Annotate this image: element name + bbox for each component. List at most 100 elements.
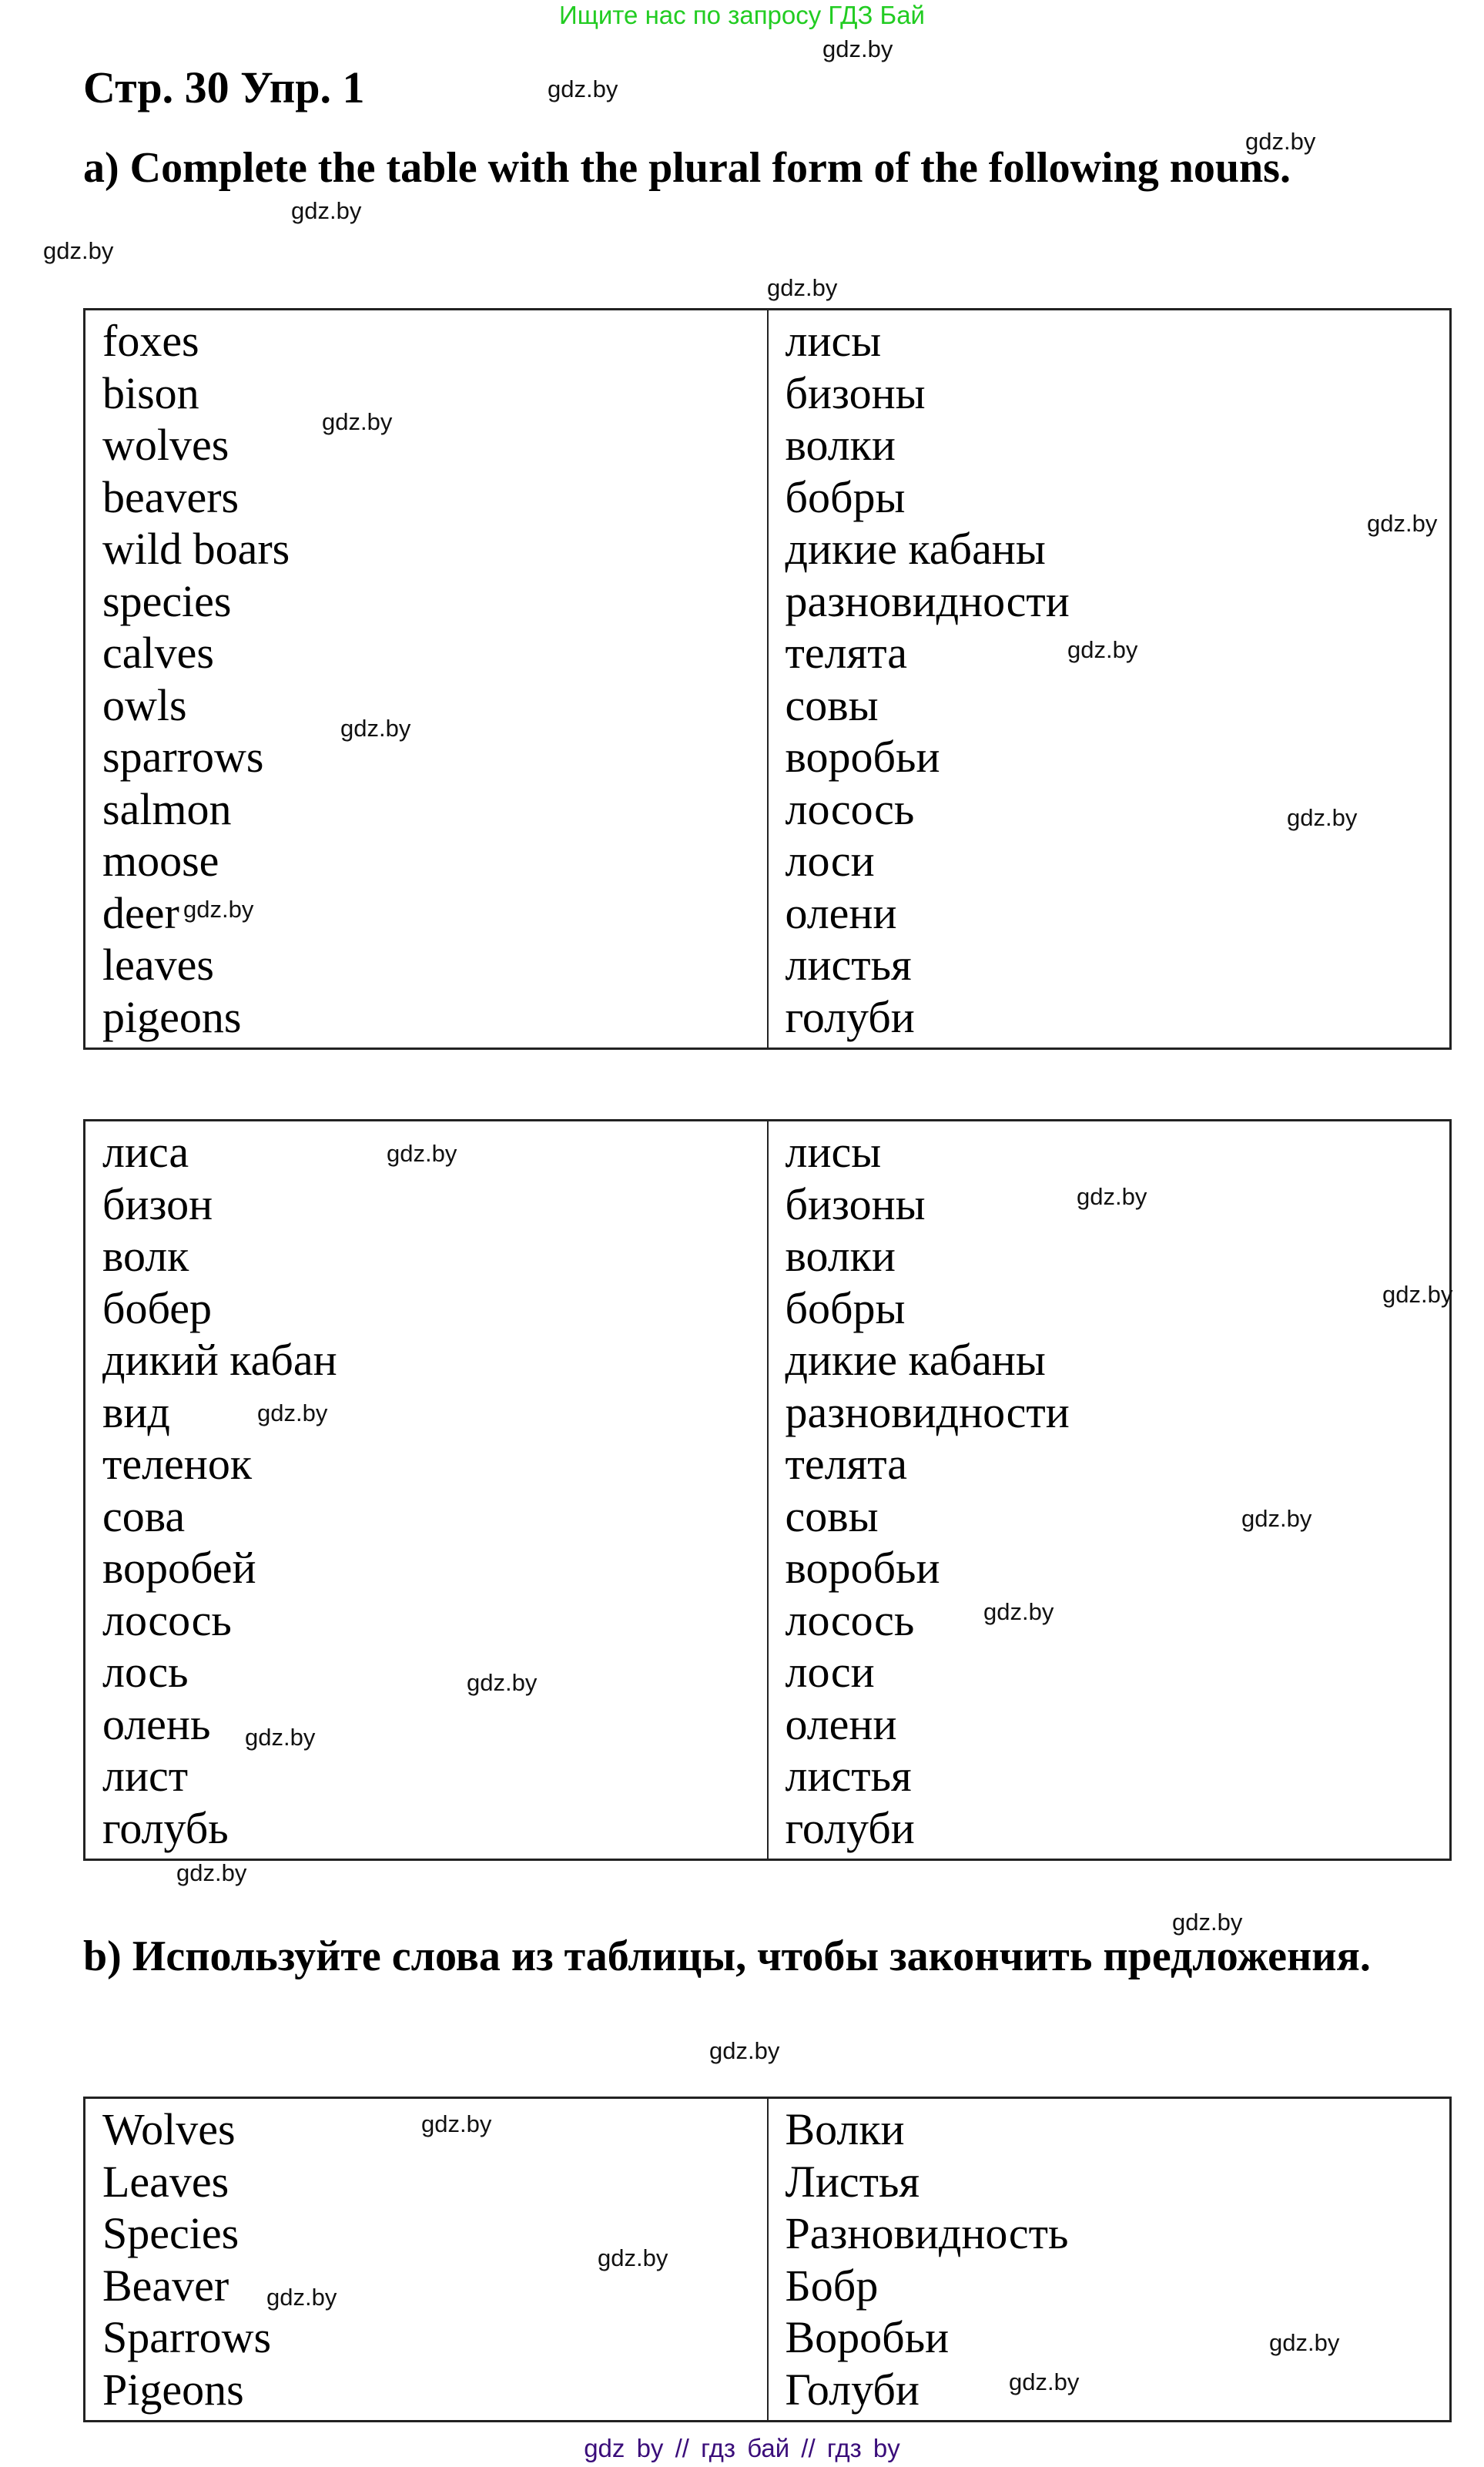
table-cell-word: бизоны xyxy=(785,367,926,418)
table-cell-word: разновидности xyxy=(785,1386,1070,1437)
table-singular-plural-ru: лиса бизон волк бобер дикий кабан вид теленок с… xyxy=(83,1119,1452,1861)
table2-right-column: лисы бизоны волки бобры дикие кабаны разновид… xyxy=(766,1119,1452,1861)
table-cell-word: лисы xyxy=(785,1127,882,1177)
table-cell-word: лоси xyxy=(785,1647,875,1697)
table-cell-word: бобры xyxy=(785,471,906,522)
watermark: gdz.by xyxy=(291,197,362,224)
watermark: gdz.by xyxy=(983,1598,1054,1625)
table-cell-word: deer xyxy=(102,887,179,938)
table-cell-word: бобер xyxy=(102,1282,212,1333)
table-cell-word: owls xyxy=(102,679,187,730)
table-cell-word: воробьи xyxy=(785,1543,940,1593)
table-cell-word: воробей xyxy=(102,1543,256,1593)
table-cell-word: разновидности xyxy=(785,575,1070,626)
watermark: gdz.by xyxy=(467,1669,538,1696)
watermark: gdz.by xyxy=(43,237,114,264)
table-cell-word: Разновидность xyxy=(785,2208,1069,2258)
heading-b: b) Используйте слова из таблицы, чтобы з… xyxy=(83,1932,1371,1980)
table-cell-word: beavers xyxy=(102,471,240,522)
watermark: gdz.by xyxy=(1009,2368,1080,2395)
table-cell-word: pigeons xyxy=(102,991,242,1042)
table-cell-word: Волки xyxy=(785,2104,905,2154)
table-cell-word: волки xyxy=(785,1231,896,1281)
table-cell-word: дикий кабан xyxy=(102,1335,337,1385)
table-cell-word: дикие кабаны xyxy=(785,1335,1046,1385)
watermark: gdz.by xyxy=(1241,1505,1312,1532)
table-cell-word: лосось xyxy=(102,1594,232,1645)
table-cell-word: телята xyxy=(785,628,908,678)
search-banner[interactable]: Ищите нас по запросу ГДЗ Бай xyxy=(559,1,925,29)
table-cell-word: wolves xyxy=(102,420,229,470)
table-cell-word: Leaves xyxy=(102,2156,229,2207)
table-cell-word: воробьи xyxy=(785,732,940,782)
table-cell-word: лосось xyxy=(785,1594,915,1645)
table2-left-column: лиса бизон волк бобер дикий кабан вид теленок с… xyxy=(83,1119,769,1861)
table-cell-word: олени xyxy=(785,1698,897,1749)
watermark: gdz.by xyxy=(1367,510,1438,537)
watermark: gdz.by xyxy=(1269,2329,1340,2356)
heading-a: a) Complete the table with the plural fo… xyxy=(83,144,1291,192)
table3-left-column: Wolves Leaves Species Beaver Sparrows Pigeons xyxy=(83,2097,769,2422)
table-cell-word: волки xyxy=(785,420,896,470)
table-cell-word: salmon xyxy=(102,783,232,834)
watermark: gdz.by xyxy=(1382,1281,1453,1308)
watermark: gdz.by xyxy=(1245,128,1316,155)
table-cell-word: голуби xyxy=(785,991,915,1042)
watermark: gdz.by xyxy=(598,2244,668,2271)
page-title: Стр. 30 Упр. 1 xyxy=(83,62,365,112)
table-cell-word: Wolves xyxy=(102,2104,236,2154)
table-cell-word: олени xyxy=(785,887,897,938)
watermark: gdz.by xyxy=(421,2110,492,2137)
table-cell-word: олень xyxy=(102,1698,211,1749)
table-cell-word: лоси xyxy=(785,836,875,886)
table-cell-word: species xyxy=(102,575,232,626)
table1-left-column: foxes bison wolves beavers wild boars species… xyxy=(83,308,769,1050)
table1-right-column: лисы бизоны волки бобры дикие кабаны разновид… xyxy=(766,308,1452,1050)
table-cell-word: лось xyxy=(102,1647,189,1697)
watermark: gdz.by xyxy=(266,2284,337,2311)
table-cell-word: leaves xyxy=(102,940,214,990)
table-cell-word: совы xyxy=(785,1490,879,1541)
table-cell-word: лист xyxy=(102,1751,189,1801)
table-cell-word: бизоны xyxy=(785,1178,926,1229)
table-cell-word: телята xyxy=(785,1439,908,1489)
table-cell-word: Листья xyxy=(785,2156,920,2207)
watermark: gdz.by xyxy=(1077,1183,1147,1210)
table-plural-en-ru: foxes bison wolves beavers wild boars species… xyxy=(83,308,1452,1050)
table-cell-word: лиса xyxy=(102,1127,189,1177)
table-cell-word: волк xyxy=(102,1231,189,1281)
table-cell-word: Beaver xyxy=(102,2260,229,2311)
watermark: gdz.by xyxy=(183,896,254,923)
watermark: gdz.by xyxy=(245,1724,316,1751)
watermark: gdz.by xyxy=(1287,804,1358,831)
table-cell-word: голуби xyxy=(785,1802,915,1853)
table-cell-word: сова xyxy=(102,1490,186,1541)
table-cell-word: Pigeons xyxy=(102,2364,244,2415)
table-cell-word: бизон xyxy=(102,1178,213,1229)
watermark: gdz.by xyxy=(548,75,618,102)
table-cell-word: лисы xyxy=(785,316,882,366)
table-cell-word: Sparrows xyxy=(102,2312,272,2362)
table-cell-word: foxes xyxy=(102,316,199,366)
watermark: gdz.by xyxy=(767,274,838,301)
watermark: gdz.by xyxy=(1172,1909,1243,1936)
table-cell-word: bison xyxy=(102,367,199,418)
table-cell-word: бобры xyxy=(785,1282,906,1333)
watermark: gdz.by xyxy=(322,408,393,435)
table-cell-word: дикие кабаны xyxy=(785,524,1046,574)
table-cell-word: Species xyxy=(102,2208,240,2258)
table-cell-word: moose xyxy=(102,836,219,886)
table-cell-word: calves xyxy=(102,628,214,678)
table-cell-word: голубь xyxy=(102,1802,229,1853)
table-sentences: Wolves Leaves Species Beaver Sparrows Pigeons… xyxy=(83,2097,1452,2422)
table-cell-word: вид xyxy=(102,1386,170,1437)
table-cell-word: wild boars xyxy=(102,524,290,574)
watermark: gdz.by xyxy=(176,1859,247,1886)
watermark: gdz.by xyxy=(387,1140,457,1167)
table-cell-word: Бобр xyxy=(785,2260,879,2311)
table-cell-word: листья xyxy=(785,940,912,990)
table-cell-word: совы xyxy=(785,679,879,730)
watermark: gdz.by xyxy=(709,2037,780,2064)
footer-links[interactable]: gdz by // гдз бай // гдз by xyxy=(584,2434,900,2462)
table-cell-word: теленок xyxy=(102,1439,252,1489)
